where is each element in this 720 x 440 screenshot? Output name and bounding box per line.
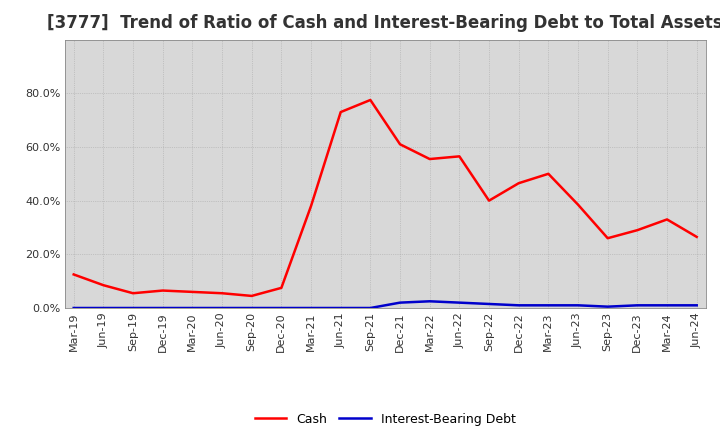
Interest-Bearing Debt <box>99 305 108 311</box>
Cash <box>574 202 582 207</box>
Interest-Bearing Debt <box>693 303 701 308</box>
Cash <box>693 234 701 239</box>
Interest-Bearing Debt <box>574 303 582 308</box>
Cash <box>217 290 226 296</box>
Interest-Bearing Debt <box>366 305 374 311</box>
Cash <box>455 154 464 159</box>
Cash <box>366 97 374 103</box>
Cash <box>603 235 612 241</box>
Interest-Bearing Debt <box>158 305 167 311</box>
Cash <box>514 180 523 186</box>
Cash <box>129 290 138 296</box>
Cash <box>396 142 405 147</box>
Cash <box>544 171 553 176</box>
Title: [3777]  Trend of Ratio of Cash and Interest-Bearing Debt to Total Assets: [3777] Trend of Ratio of Cash and Intere… <box>48 15 720 33</box>
Cash <box>69 272 78 277</box>
Interest-Bearing Debt <box>662 303 671 308</box>
Line: Interest-Bearing Debt: Interest-Bearing Debt <box>73 301 697 308</box>
Interest-Bearing Debt <box>188 305 197 311</box>
Interest-Bearing Debt <box>69 305 78 311</box>
Interest-Bearing Debt <box>603 304 612 309</box>
Interest-Bearing Debt <box>633 303 642 308</box>
Interest-Bearing Debt <box>248 305 256 311</box>
Line: Cash: Cash <box>73 100 697 296</box>
Cash <box>248 293 256 299</box>
Interest-Bearing Debt <box>217 305 226 311</box>
Interest-Bearing Debt <box>307 305 315 311</box>
Cash <box>662 217 671 222</box>
Cash <box>188 289 197 294</box>
Interest-Bearing Debt <box>277 305 286 311</box>
Cash <box>307 203 315 209</box>
Cash <box>158 288 167 293</box>
Legend: Cash, Interest-Bearing Debt: Cash, Interest-Bearing Debt <box>250 407 521 431</box>
Cash <box>485 198 493 203</box>
Interest-Bearing Debt <box>426 299 434 304</box>
Cash <box>336 110 345 115</box>
Interest-Bearing Debt <box>396 300 405 305</box>
Interest-Bearing Debt <box>544 303 553 308</box>
Cash <box>633 227 642 233</box>
Interest-Bearing Debt <box>129 305 138 311</box>
Cash <box>99 282 108 288</box>
Interest-Bearing Debt <box>514 303 523 308</box>
Interest-Bearing Debt <box>455 300 464 305</box>
Cash <box>426 156 434 161</box>
Cash <box>277 285 286 290</box>
Interest-Bearing Debt <box>485 301 493 307</box>
Interest-Bearing Debt <box>336 305 345 311</box>
